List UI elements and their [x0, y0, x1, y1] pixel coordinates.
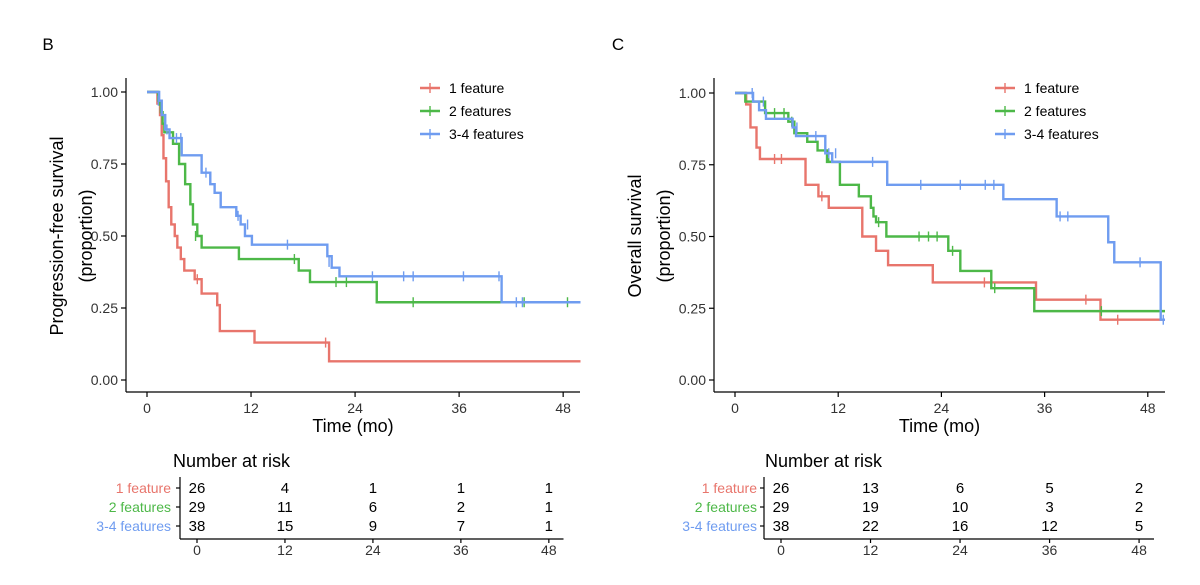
- y-tick-label: 0.00: [91, 372, 118, 388]
- risk-table-time-label: 36: [453, 542, 469, 558]
- risk-row-label: 2 features: [695, 499, 757, 515]
- x-tick-label: 12: [243, 400, 259, 416]
- risk-table-time-label: 48: [1131, 542, 1147, 558]
- x-axis-label: Time (mo): [899, 416, 980, 436]
- risk-count: 16: [952, 518, 969, 535]
- x-tick-label: 12: [830, 400, 846, 416]
- risk-table-time-label: 12: [277, 542, 293, 558]
- risk-row-label: 2 features: [109, 499, 171, 515]
- risk-table-time-label: 12: [863, 542, 879, 558]
- km-curve-series-3: [735, 91, 1165, 321]
- risk-row-label: 3-4 features: [96, 518, 171, 534]
- y-tick-label: 0.25: [679, 300, 706, 316]
- risk-count: 38: [773, 518, 790, 535]
- y-tick-label: 1.00: [679, 85, 706, 101]
- risk-count: 1: [545, 480, 553, 497]
- risk-table-time-label: 0: [777, 542, 785, 558]
- x-axis-label: Time (mo): [312, 416, 393, 436]
- risk-count: 13: [862, 480, 879, 497]
- risk-count: 5: [1135, 518, 1143, 535]
- y-tick-label: 0.50: [679, 229, 706, 245]
- risk-count: 5: [1045, 480, 1053, 497]
- y-axis-label: Overall survival: [625, 174, 645, 297]
- risk-table-time-label: 36: [1042, 542, 1058, 558]
- panel-label: C: [612, 35, 624, 54]
- risk-count: 2: [1135, 499, 1143, 516]
- risk-table-time-label: 48: [541, 542, 557, 558]
- y-tick-label: 0.50: [91, 228, 118, 244]
- legend-label: 2 features: [449, 103, 511, 119]
- legend-label: 1 feature: [1024, 80, 1079, 96]
- legend-label: 2 features: [1024, 103, 1086, 119]
- y-axis-label: (proportion): [654, 189, 674, 282]
- y-tick-label: 0.75: [679, 157, 706, 173]
- risk-count: 12: [1041, 518, 1058, 535]
- risk-table-title: Number at risk: [765, 451, 883, 471]
- risk-count: 6: [956, 480, 964, 497]
- risk-table-time-label: 24: [365, 542, 381, 558]
- risk-table-time-label: 24: [952, 542, 968, 558]
- risk-count: 26: [189, 480, 206, 497]
- km-curve-series-1: [147, 90, 581, 363]
- risk-count: 29: [189, 499, 206, 516]
- y-axis-label: (proportion): [76, 189, 96, 282]
- risk-count: 2: [1135, 480, 1143, 497]
- risk-count: 1: [457, 480, 465, 497]
- y-tick-label: 0.25: [91, 300, 118, 316]
- y-tick-label: 0.75: [91, 156, 118, 172]
- km-curve-series-2: [735, 91, 1165, 313]
- risk-count: 9: [369, 518, 377, 535]
- x-tick-label: 0: [143, 400, 151, 416]
- x-tick-label: 48: [1140, 400, 1156, 416]
- x-tick-label: 48: [555, 400, 571, 416]
- risk-count: 19: [862, 499, 879, 516]
- km-curve-series-1: [735, 91, 1165, 321]
- risk-row-label: 1 feature: [116, 480, 171, 496]
- x-tick-label: 0: [731, 400, 739, 416]
- legend-label: 3-4 features: [1024, 126, 1099, 142]
- x-tick-label: 36: [1037, 400, 1053, 416]
- risk-row-label: 3-4 features: [682, 518, 757, 534]
- risk-count: 2: [457, 499, 465, 516]
- panel-label: B: [42, 35, 53, 54]
- x-tick-label: 36: [451, 400, 467, 416]
- y-tick-label: 1.00: [91, 84, 118, 100]
- x-tick-label: 24: [347, 400, 363, 416]
- legend-label: 3-4 features: [449, 126, 524, 142]
- risk-count: 3: [1045, 499, 1053, 516]
- x-tick-label: 24: [934, 400, 950, 416]
- risk-count: 10: [952, 499, 969, 516]
- risk-count: 29: [773, 499, 790, 516]
- risk-table-title: Number at risk: [173, 451, 291, 471]
- risk-count: 11: [277, 499, 293, 516]
- risk-table-time-label: 0: [193, 542, 201, 558]
- risk-count: 7: [457, 518, 465, 535]
- risk-count: 15: [277, 518, 294, 535]
- risk-count: 1: [545, 499, 553, 516]
- km-curve-series-3: [147, 90, 581, 304]
- legend-label: 1 feature: [449, 80, 504, 96]
- risk-row-label: 1 feature: [702, 480, 757, 496]
- risk-count: 4: [281, 480, 289, 497]
- km-curve-series-2: [147, 90, 581, 304]
- risk-count: 1: [369, 480, 377, 497]
- y-axis-label: Progression-free survival: [47, 136, 67, 335]
- risk-count: 22: [862, 518, 879, 535]
- risk-count: 26: [773, 480, 790, 497]
- risk-count: 38: [189, 518, 206, 535]
- y-tick-label: 0.00: [679, 372, 706, 388]
- risk-count: 6: [369, 499, 377, 516]
- risk-count: 1: [545, 518, 553, 535]
